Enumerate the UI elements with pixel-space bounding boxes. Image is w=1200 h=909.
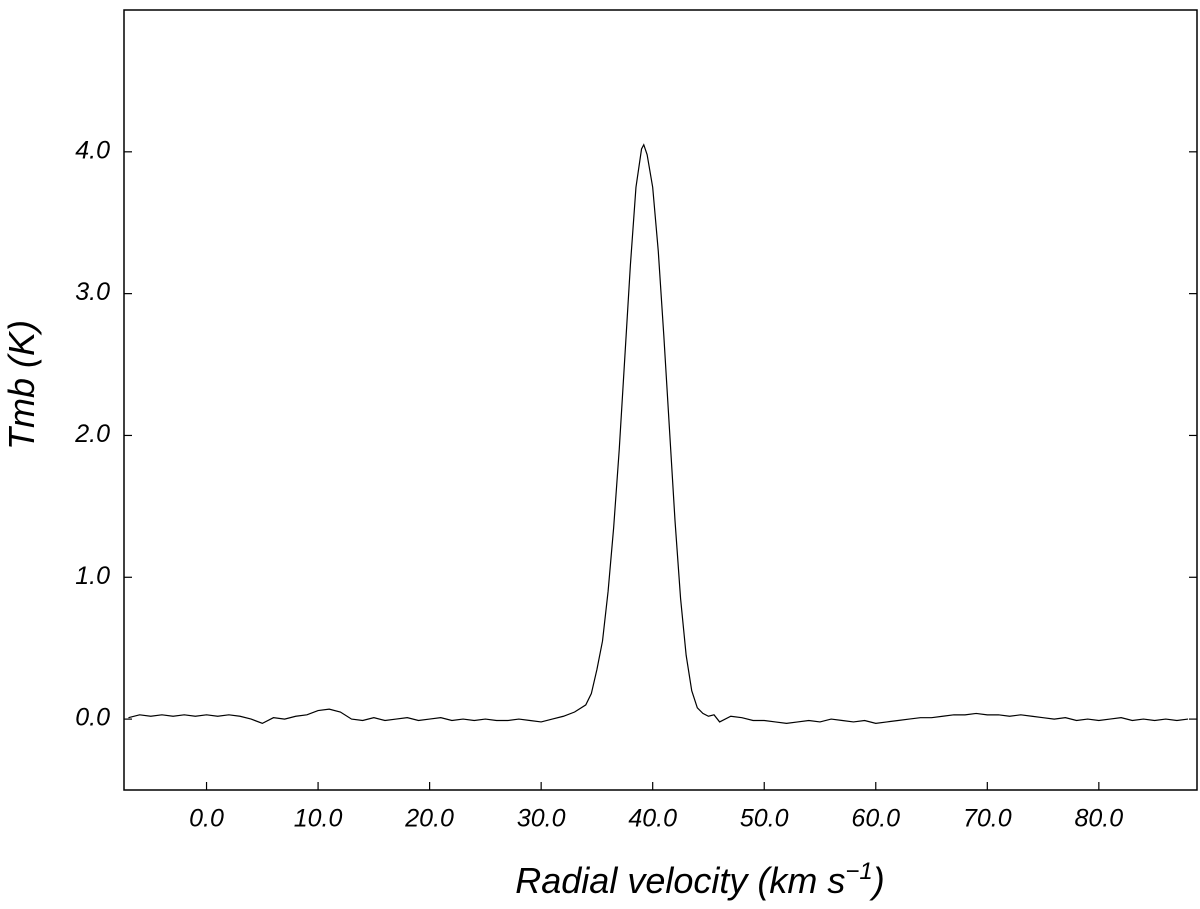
y-tick-label: 1.0 [75,562,110,590]
x-tick-label: 30.0 [517,805,566,833]
x-tick-label: 80.0 [1075,805,1124,833]
x-tick-label: 50.0 [740,805,789,833]
x-tick-label: 70.0 [963,805,1012,833]
x-axis-label: Radial velocity (km s−1) [515,858,884,901]
y-tick-label: 2.0 [74,420,110,448]
plot-frame [123,9,1198,791]
y-axis-label: Tmb (K) [1,320,42,450]
x-axis-label-text: Radial velocity (km s [515,860,845,901]
x-tick-label: 20.0 [404,805,454,833]
y-tick-label: 0.0 [75,704,110,732]
x-axis-label-superscript: −1 [845,858,872,885]
y-tick-label: 3.0 [75,278,110,306]
x-tick-label: 10.0 [294,805,343,833]
y-tick-label: 4.0 [75,136,110,164]
x-tick-label: 40.0 [628,805,677,833]
x-tick-label: 0.0 [189,805,224,833]
x-axis-label-close: ) [869,860,885,901]
spectrum-line [128,143,1189,725]
x-tick-label: 60.0 [851,805,900,833]
